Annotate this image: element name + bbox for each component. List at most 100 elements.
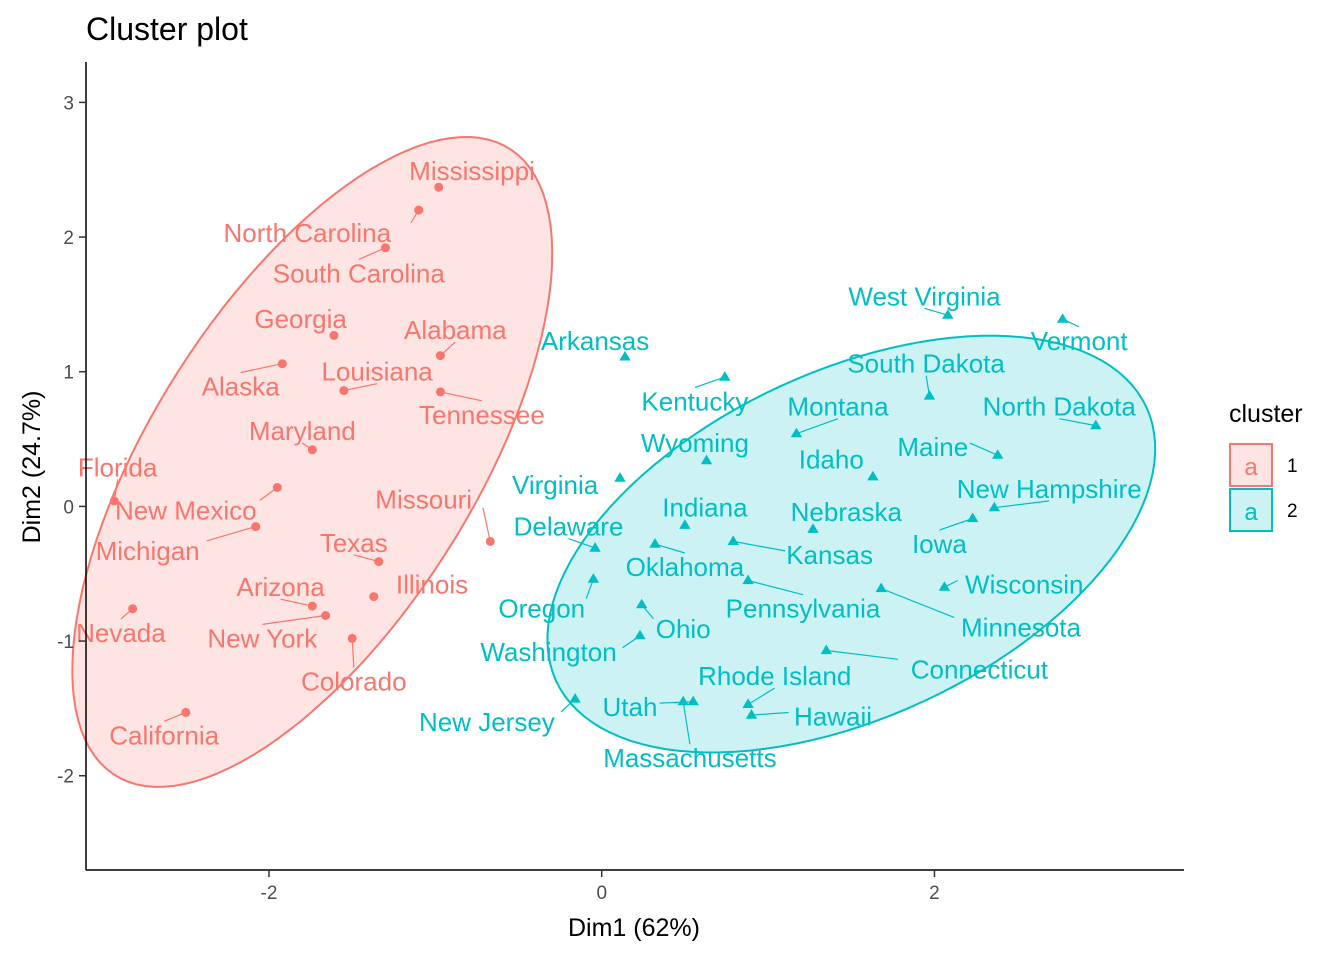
point-label: Georgia: [254, 304, 347, 334]
point-label: South Carolina: [273, 258, 446, 288]
point-label: Arkansas: [541, 326, 649, 356]
data-point-cluster-2: [967, 512, 979, 523]
point-layer: [109, 182, 1102, 719]
label-segment: [924, 307, 948, 316]
point-label: Maine: [897, 432, 968, 462]
plot-title: Cluster plot: [86, 11, 248, 47]
data-point-cluster-2: [820, 644, 832, 655]
legend-title: cluster: [1229, 400, 1303, 428]
point-label: Vermont: [1031, 326, 1129, 356]
point-label: Florida: [78, 452, 158, 482]
y-tick-label: -1: [57, 632, 74, 653]
label-segment: [568, 538, 596, 549]
data-point-cluster-1: [374, 557, 384, 567]
data-point-cluster-2: [687, 695, 699, 706]
point-label: Ohio: [656, 614, 711, 644]
point-label: Tennessee: [419, 400, 545, 430]
point-label: Michigan: [96, 536, 200, 566]
point-label: Iowa: [912, 529, 967, 559]
label-segment: [440, 391, 483, 402]
label-segment: [654, 543, 686, 554]
data-point-cluster-2: [636, 598, 648, 609]
data-point-cluster-2: [677, 695, 689, 706]
data-point-cluster-1: [329, 330, 339, 340]
point-label: Virginia: [512, 470, 599, 500]
data-point-cluster-1: [251, 522, 261, 532]
label-segment: [826, 649, 899, 660]
data-point-cluster-2: [719, 371, 731, 381]
data-point-cluster-1: [485, 536, 495, 546]
point-label: Illinois: [396, 570, 468, 600]
data-point-cluster-1: [347, 633, 357, 643]
data-point-cluster-1: [414, 205, 424, 215]
data-point-cluster-2: [649, 538, 661, 548]
data-point-cluster-1: [128, 604, 138, 614]
data-point-cluster-2: [742, 574, 754, 585]
legend: cluster a 1 a 2: [1229, 400, 1303, 532]
point-label: Oklahoma: [626, 552, 745, 582]
y-tick-label: 3: [63, 93, 74, 114]
data-point-cluster-1: [272, 483, 282, 492]
label-segment: [351, 638, 355, 668]
data-point-cluster-2: [988, 501, 1000, 512]
data-point-cluster-2: [745, 709, 758, 719]
x-tick-label: -2: [261, 883, 278, 904]
label-segment: [1059, 418, 1096, 427]
data-point-cluster-2: [614, 472, 626, 482]
data-point-cluster-2: [875, 582, 887, 593]
label-segment: [733, 540, 786, 552]
point-label: New Mexico: [115, 495, 257, 525]
point-label: Oregon: [498, 594, 585, 624]
data-point-cluster-2: [807, 523, 819, 533]
x-axis-title: Dim1 (62%): [568, 914, 700, 942]
data-point-cluster-2: [569, 693, 581, 703]
label-segment: [240, 363, 283, 374]
label-segment: [969, 442, 998, 456]
label-segment: [994, 500, 1050, 509]
point-label: Louisiana: [321, 357, 433, 387]
label-segment: [747, 687, 776, 705]
point-label: Idaho: [799, 444, 864, 474]
label-segment: [280, 598, 313, 607]
point-label: West Virginia: [848, 281, 1001, 311]
data-point-cluster-1: [435, 351, 445, 361]
data-point-cluster-1: [369, 592, 379, 602]
label-segment: [262, 614, 326, 625]
data-point-cluster-2: [727, 535, 739, 545]
label-layer: Mississippi North Carolina South Carolina G…: [76, 156, 1142, 773]
data-point-cluster-2: [634, 629, 646, 640]
point-label: Indiana: [662, 493, 748, 523]
data-point-cluster-2: [790, 427, 803, 438]
label-segment: [747, 579, 804, 596]
point-label: North Dakota: [983, 392, 1137, 422]
y-tick-label: 2: [63, 228, 74, 249]
point-label: Minnesota: [961, 613, 1081, 643]
data-point-cluster-2: [619, 350, 631, 361]
data-point-cluster-2: [942, 309, 954, 319]
label-segment: [343, 383, 378, 392]
legend-key-glyph: a: [1244, 454, 1258, 481]
data-point-cluster-2: [679, 519, 691, 529]
point-label: New York: [207, 623, 318, 653]
data-point-cluster-1: [381, 243, 390, 253]
data-point-cluster-1: [435, 387, 445, 397]
data-point-cluster-2: [587, 573, 600, 583]
data-point-cluster-1: [307, 445, 317, 455]
cluster-1-ellipse: [71, 135, 554, 788]
point-label: Montana: [787, 392, 889, 422]
data-point-cluster-1: [181, 707, 191, 717]
data-point-cluster-1: [434, 182, 444, 192]
data-point-cluster-1: [307, 601, 317, 611]
point-label: Rhode Island: [698, 661, 851, 691]
point-label: Alabama: [404, 315, 507, 345]
point-label: Delaware: [514, 512, 624, 542]
data-point-cluster-2: [1056, 313, 1069, 323]
label-segment: [694, 376, 725, 388]
point-label: Wyoming: [641, 428, 749, 458]
data-point-cluster-2: [700, 454, 713, 465]
data-point-cluster-2: [938, 581, 951, 591]
label-segment: [482, 507, 491, 542]
point-label: Alaska: [202, 372, 281, 402]
y-tick-label: -2: [57, 767, 74, 788]
